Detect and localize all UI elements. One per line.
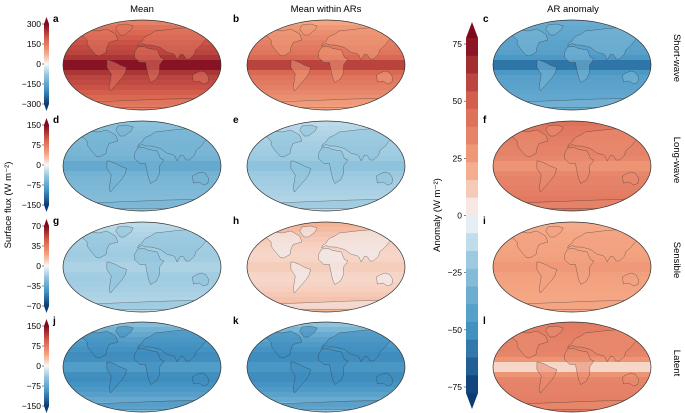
row-label-shortwave: Short-wave [671, 34, 682, 82]
flux-field [63, 222, 221, 312]
anomaly-tick-label: 50 [453, 96, 463, 106]
map-outline [246, 19, 406, 111]
flux-field [493, 121, 651, 211]
map-panel-b: b [233, 14, 406, 111]
row-colorbar-3: 150 75 0 −75 −150 [22, 319, 49, 413]
map-outline [492, 19, 652, 111]
map-outline [62, 19, 222, 111]
colorbar-tick-label: 150 [27, 39, 41, 49]
panel-letter: d [53, 115, 59, 126]
panel-letter: k [233, 316, 239, 327]
map-panel-k: k [233, 316, 406, 413]
right-axis-label: Anomaly (W m⁻²) [432, 178, 443, 252]
anomaly-tick-label: −50 [448, 325, 463, 335]
map-panel-f: f [483, 115, 652, 212]
anomaly-tick-label: 0 [457, 211, 462, 221]
colorbar-tick-label: 0 [36, 361, 41, 371]
anomaly-tick-label: −75 [448, 382, 463, 392]
anomaly-tick-label: 25 [453, 153, 463, 163]
colorbar-tick-label: 70 [32, 221, 42, 231]
panel-letter: j [52, 316, 56, 327]
map-outline [62, 321, 222, 413]
row-label-latent: Latent [671, 350, 682, 377]
row-colorbar-2: 70 35 0 −35 −70 [27, 219, 49, 313]
panel-letter: g [53, 216, 59, 227]
anomaly-tick-label: −25 [448, 268, 463, 278]
map-panel-h: h [233, 216, 406, 313]
row-label-longwave: Long-wave [671, 137, 682, 183]
row-colorbar-1: 150 75 0 −75 −150 [22, 118, 49, 212]
flux-field [247, 121, 405, 211]
colorbar-tick-label: −300 [22, 99, 41, 109]
figure-annotations: Mean Mean within ARs AR anomaly Surface … [3, 4, 682, 377]
panel-letter: l [483, 316, 486, 327]
map-panel-g: g [53, 216, 222, 313]
map-panel-c: c [483, 14, 652, 111]
left-axis-label: Surface flux (W m⁻²) [3, 162, 14, 249]
column-title-mean-ars: Mean within ARs [291, 4, 362, 15]
map-panel-l: l [483, 316, 652, 413]
column-title-mean: Mean [130, 4, 154, 15]
panel-letter: a [53, 14, 59, 25]
colorbar-tick-label: 35 [32, 241, 42, 251]
flux-field [247, 20, 405, 110]
colorbar-tick-label: −150 [22, 401, 41, 411]
colorbar-tick-label: 0 [36, 261, 41, 271]
panel-letter: i [483, 216, 486, 227]
colorbar-tick-label: 0 [36, 160, 41, 170]
panel-letter: b [233, 14, 239, 25]
colorbar-tick-label: 0 [36, 59, 41, 69]
colorbar-tick-label: −75 [27, 180, 42, 190]
map-outline [492, 321, 652, 413]
panel-letter: h [233, 216, 239, 227]
map-panel-i: i [483, 216, 652, 313]
map-panel-a: a [53, 14, 222, 111]
flux-field [493, 20, 651, 110]
row-label-sensible: Sensible [671, 242, 682, 278]
column-title-ar-anomaly: AR anomaly [547, 4, 599, 15]
map-outline [492, 120, 652, 212]
colorbar-tick-label: 150 [27, 120, 41, 130]
colorbar-tick-label: 150 [27, 321, 41, 331]
flux-field [247, 222, 405, 312]
colorbar-tick-label: −150 [22, 200, 41, 210]
colorbar-tick-label: 300 [27, 19, 41, 29]
flux-field [247, 322, 405, 412]
map-panel-e: e [233, 115, 406, 212]
panel-letter: c [483, 14, 489, 25]
colorbar-tick-label: 75 [32, 140, 42, 150]
map-panel-d: d [53, 115, 222, 212]
map-outline [492, 221, 652, 313]
anomaly-tick-label: 75 [453, 39, 463, 49]
flux-field [63, 20, 221, 110]
map-panel-j: j [52, 316, 222, 413]
map-outline [246, 120, 406, 212]
flux-field [63, 121, 221, 211]
colorbars: 300 150 0 −150 −300 150 75 0 −75 −150 70 35 0 −35 −70 1… [22, 17, 478, 413]
map-outline [62, 120, 222, 212]
colorbar-tick-label: −75 [27, 381, 42, 391]
colorbar-tick-label: −150 [22, 79, 41, 89]
flux-field [493, 222, 651, 312]
map-outline [246, 221, 406, 313]
map-outline [62, 221, 222, 313]
anomaly-colorbar: 75 50 25 0 −25 −50 −75 [448, 22, 478, 409]
colorbar-tick-label: 75 [32, 341, 42, 351]
colorbar-tick-label: −70 [27, 301, 42, 311]
flux-field [63, 322, 221, 412]
map-outline [246, 321, 406, 413]
flux-field [493, 322, 651, 412]
row-colorbar-0: 300 150 0 −150 −300 [22, 17, 49, 111]
panel-letter: f [483, 115, 487, 126]
map-panels: a b c d e f g h i j k l [52, 14, 652, 413]
colorbar-tick-label: −35 [27, 281, 42, 291]
panel-letter: e [233, 115, 239, 126]
